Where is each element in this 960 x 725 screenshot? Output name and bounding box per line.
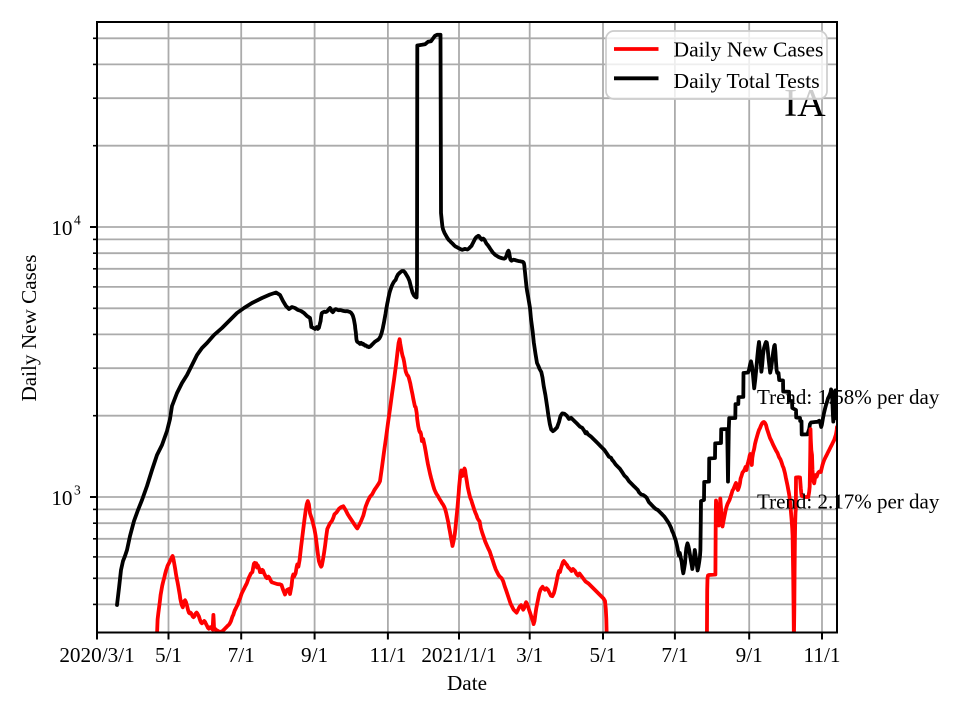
svg-text:3: 3 bbox=[74, 483, 81, 498]
svg-text:11/1: 11/1 bbox=[804, 643, 841, 667]
svg-text:10: 10 bbox=[51, 486, 72, 510]
svg-text:Daily New Cases: Daily New Cases bbox=[17, 254, 41, 401]
svg-text:9/1: 9/1 bbox=[736, 643, 763, 667]
svg-text:Trend: 2.17% per day: Trend: 2.17% per day bbox=[757, 490, 940, 514]
svg-text:2020/3/1: 2020/3/1 bbox=[59, 643, 134, 667]
svg-text:4: 4 bbox=[74, 213, 81, 228]
svg-text:10: 10 bbox=[51, 216, 72, 240]
svg-text:5/1: 5/1 bbox=[155, 643, 182, 667]
svg-text:2021/1/1: 2021/1/1 bbox=[421, 643, 496, 667]
svg-text:9/1: 9/1 bbox=[301, 643, 328, 667]
svg-text:7/1: 7/1 bbox=[228, 643, 255, 667]
svg-text:Daily New Cases: Daily New Cases bbox=[674, 38, 824, 62]
svg-text:7/1: 7/1 bbox=[661, 643, 688, 667]
svg-text:5/1: 5/1 bbox=[589, 643, 616, 667]
svg-text:Trend: 1.58% per day: Trend: 1.58% per day bbox=[757, 385, 940, 409]
svg-text:3/1: 3/1 bbox=[516, 643, 543, 667]
svg-text:Date: Date bbox=[447, 671, 487, 695]
svg-text:Daily Total Tests: Daily Total Tests bbox=[674, 69, 820, 93]
svg-text:11/1: 11/1 bbox=[369, 643, 406, 667]
